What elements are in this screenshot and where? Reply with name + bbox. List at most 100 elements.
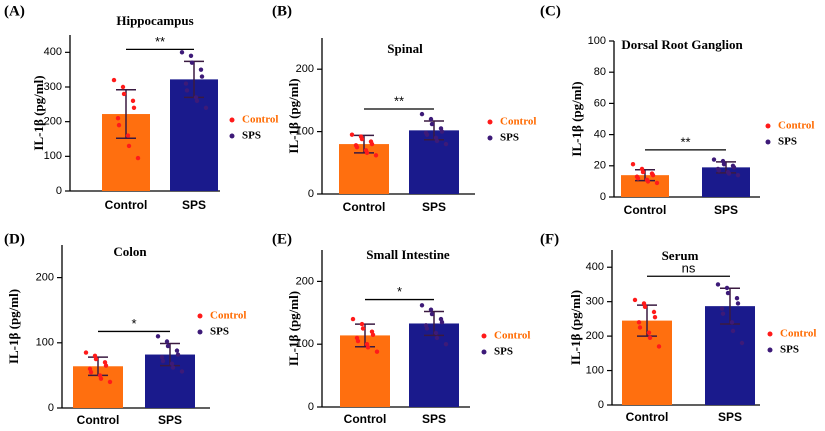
legend-marker (229, 133, 235, 139)
error-bar (720, 287, 740, 325)
data-point (720, 311, 726, 316)
significance-label: ** (155, 34, 165, 49)
data-point (719, 306, 725, 311)
data-point (131, 105, 137, 111)
data-point (656, 344, 662, 349)
data-point (429, 121, 435, 127)
data-point (98, 376, 104, 381)
data-point (155, 334, 161, 339)
data-point (726, 171, 732, 176)
legend-marker (765, 139, 771, 145)
x-tick-label: Control (624, 203, 667, 217)
y-tick-label: 100 (588, 35, 606, 47)
data-point (735, 301, 741, 306)
chart-title: Small Intestine (366, 247, 450, 262)
panel: (F) Serum IL-1β (pg/ml) 0 100 200 300 400 Contro… (540, 231, 816, 424)
y-tick-label: 60 (594, 97, 606, 109)
legend-marker (767, 347, 773, 353)
y-tick-label: 200 (44, 116, 62, 128)
legend-marker (487, 119, 493, 125)
significance-label: ** (680, 134, 690, 149)
x-tick-label: Control (105, 198, 148, 212)
data-point (126, 143, 132, 149)
data-point (715, 282, 721, 287)
legend-label: Control (500, 116, 536, 128)
data-point (370, 332, 376, 337)
error-bar (160, 342, 180, 367)
legend-label: Control (210, 310, 246, 322)
legend-marker (229, 117, 235, 123)
data-point (360, 326, 366, 331)
y-tick-label: 200 (296, 275, 314, 287)
legend-label: Control (780, 328, 816, 340)
chart-title: Spinal (387, 41, 423, 56)
x-tick-label: SPS (718, 410, 742, 424)
chart-title: Colon (113, 244, 147, 259)
legend-marker (481, 349, 487, 355)
legend-marker (767, 331, 773, 337)
legend-label: SPS (778, 136, 797, 148)
data-point (424, 132, 430, 137)
significance-label: * (397, 284, 402, 299)
data-point (179, 369, 185, 374)
data-point (439, 129, 445, 134)
data-point (721, 162, 727, 167)
data-point (637, 325, 643, 330)
x-tick-label: SPS (714, 203, 738, 217)
data-point (175, 352, 181, 357)
legend-marker (481, 333, 487, 339)
data-point (369, 141, 375, 147)
legend-marker (487, 135, 493, 141)
data-point (635, 176, 641, 181)
data-point (428, 307, 434, 312)
data-point (359, 136, 365, 142)
data-point (652, 314, 658, 320)
data-point (183, 81, 189, 86)
panel: (E) Small Intestine IL-1β (pg/ml) 0 100 200 Co… (272, 231, 530, 426)
data-point (159, 354, 165, 360)
data-point (170, 365, 176, 370)
y-tick-label: 200 (586, 330, 604, 342)
y-axis-label: IL-1β (pg/ml) (31, 75, 46, 150)
data-point (731, 165, 737, 170)
panel-label: (B) (272, 3, 292, 19)
data-point (184, 88, 190, 93)
legend-label: Control (778, 120, 814, 132)
data-point (199, 74, 205, 79)
y-tick-label: 100 (36, 337, 54, 349)
data-point (121, 91, 127, 97)
bar (409, 130, 459, 194)
data-point (350, 316, 356, 322)
data-point (103, 363, 109, 368)
data-point (165, 343, 171, 349)
panel-label: (C) (540, 3, 561, 19)
bar (621, 175, 669, 197)
data-point (735, 172, 741, 178)
panel-label: (A) (4, 3, 25, 19)
data-point (646, 330, 652, 335)
legend-label: SPS (210, 326, 229, 338)
data-point (725, 290, 731, 296)
data-point (419, 303, 425, 308)
data-point (640, 169, 646, 175)
y-axis-label: IL-1β (pg/ml) (6, 289, 21, 364)
data-point (354, 145, 360, 150)
panel-label: (D) (4, 231, 25, 247)
data-point (111, 77, 117, 83)
legend-label: SPS (780, 344, 799, 356)
data-point (174, 348, 180, 353)
data-point (120, 84, 126, 90)
y-tick-label: 300 (586, 296, 604, 308)
data-point (189, 60, 195, 65)
y-tick-label: 20 (594, 160, 606, 172)
y-tick-label: 100 (44, 150, 62, 162)
y-axis-label: IL-1β (pg/ml) (568, 290, 583, 365)
error-bar (424, 310, 444, 337)
data-point (359, 321, 365, 327)
data-point (107, 379, 113, 385)
legend-label: SPS (242, 130, 261, 142)
x-tick-label: SPS (422, 412, 446, 426)
significance-label: ** (394, 93, 404, 108)
data-point (739, 340, 745, 346)
